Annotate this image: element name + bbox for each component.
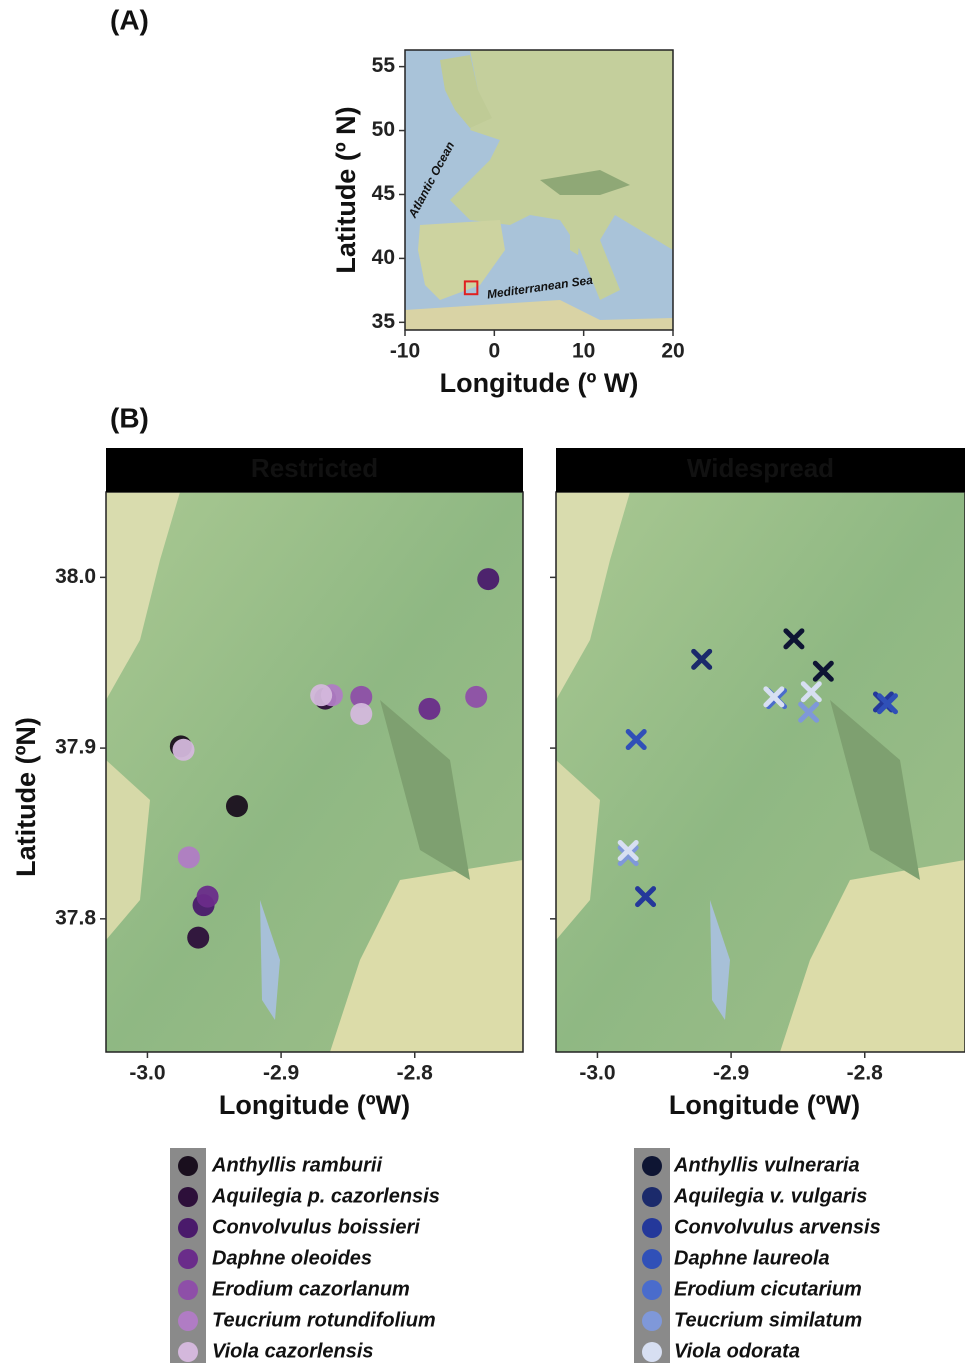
point bbox=[350, 685, 373, 708]
x-tick-label: -3.0 bbox=[579, 1062, 615, 1085]
point bbox=[350, 702, 373, 725]
x-tick-label: -3.0 bbox=[129, 1062, 165, 1085]
legend-label: Aquilegia v. vulgaris bbox=[673, 1185, 867, 1207]
legend-label: Anthyllis vulneraria bbox=[673, 1154, 860, 1176]
legend-key bbox=[178, 1311, 198, 1331]
y-tick-label: 50 bbox=[372, 118, 395, 141]
point bbox=[310, 684, 333, 707]
legend-key bbox=[642, 1187, 662, 1207]
legend-label: Viola cazorlensis bbox=[212, 1340, 374, 1362]
point bbox=[172, 738, 195, 761]
legend-key bbox=[178, 1280, 198, 1300]
x-tick-label: -10 bbox=[390, 340, 420, 363]
y-tick-label: 37.9 bbox=[55, 736, 96, 759]
y-tick-label: 45 bbox=[372, 182, 396, 205]
point bbox=[465, 685, 488, 708]
x-tick-label: -2.9 bbox=[713, 1062, 749, 1085]
panel-label: (A) bbox=[110, 4, 149, 35]
y-tick-label: 35 bbox=[372, 310, 396, 333]
facet-strip bbox=[556, 448, 965, 492]
legend-label: Aquilegia p. cazorlensis bbox=[211, 1185, 440, 1207]
legend-label: Convolvulus arvensis bbox=[674, 1216, 881, 1238]
point bbox=[418, 697, 441, 720]
point bbox=[783, 628, 805, 650]
legend-label: Convolvulus boissieri bbox=[212, 1216, 420, 1238]
x-tick-label: 10 bbox=[572, 340, 595, 363]
point bbox=[798, 701, 820, 723]
map-background bbox=[405, 50, 673, 330]
legend-key bbox=[178, 1156, 198, 1176]
facet-title: Restricted bbox=[251, 453, 378, 483]
legend-label: Erodium cazorlanum bbox=[212, 1278, 410, 1300]
x-tick-label: -2.8 bbox=[847, 1062, 884, 1085]
study-area bbox=[463, 280, 479, 296]
legend-key bbox=[642, 1156, 662, 1176]
legend-label: Daphne oleoides bbox=[212, 1247, 372, 1269]
legend-key bbox=[178, 1342, 198, 1362]
legend-label: Daphne laureola bbox=[674, 1247, 830, 1269]
x-axis-title: Longitude (º W) bbox=[440, 368, 639, 398]
x-axis-title: Longitude (ºW) bbox=[669, 1090, 860, 1120]
point bbox=[477, 568, 500, 591]
point bbox=[177, 846, 200, 869]
x-tick-label: -2.9 bbox=[263, 1062, 299, 1085]
legend-key bbox=[178, 1187, 198, 1207]
legend-key bbox=[642, 1280, 662, 1300]
y-axis-title: Latitude (ºN) bbox=[11, 717, 41, 877]
legend-label: Teucrium rotundifolium bbox=[212, 1309, 436, 1331]
y-tick-label: 55 bbox=[372, 54, 396, 77]
y-axis-title: Latitude (º N) bbox=[331, 106, 361, 273]
point bbox=[225, 795, 248, 818]
legend-key bbox=[642, 1218, 662, 1238]
point bbox=[800, 681, 822, 703]
legend-label: Anthyllis ramburii bbox=[211, 1154, 382, 1176]
panel-label: (B) bbox=[110, 402, 149, 433]
point bbox=[763, 686, 785, 708]
y-tick-label: 40 bbox=[372, 246, 395, 269]
facet-title: Widespread bbox=[687, 453, 834, 483]
terrain-background bbox=[106, 492, 523, 1052]
legend-key bbox=[642, 1342, 662, 1362]
x-axis-title: Longitude (ºW) bbox=[219, 1090, 410, 1120]
legend-label: Viola odorata bbox=[674, 1340, 800, 1362]
x-tick-label: -2.8 bbox=[397, 1062, 434, 1085]
point bbox=[625, 729, 647, 751]
facet-strip bbox=[106, 448, 523, 492]
legend-label: Erodium cicutarium bbox=[674, 1278, 862, 1300]
x-tick-label: 0 bbox=[488, 340, 500, 363]
point bbox=[617, 840, 639, 862]
legend-key bbox=[178, 1218, 198, 1238]
point bbox=[196, 885, 219, 908]
legend-key bbox=[178, 1249, 198, 1269]
map-frame bbox=[404, 49, 674, 331]
point bbox=[187, 926, 210, 949]
y-tick-label: 38.0 bbox=[55, 565, 96, 588]
y-tick-label: 37.8 bbox=[55, 906, 96, 929]
point bbox=[812, 660, 834, 682]
point bbox=[691, 648, 713, 670]
point bbox=[876, 693, 898, 715]
legend-key bbox=[642, 1311, 662, 1331]
x-tick-label: 20 bbox=[661, 340, 684, 363]
point bbox=[635, 886, 657, 908]
legend-label: Teucrium similatum bbox=[674, 1309, 862, 1331]
legend-key bbox=[642, 1249, 662, 1269]
point bbox=[617, 845, 639, 867]
terrain-background bbox=[556, 492, 965, 1052]
